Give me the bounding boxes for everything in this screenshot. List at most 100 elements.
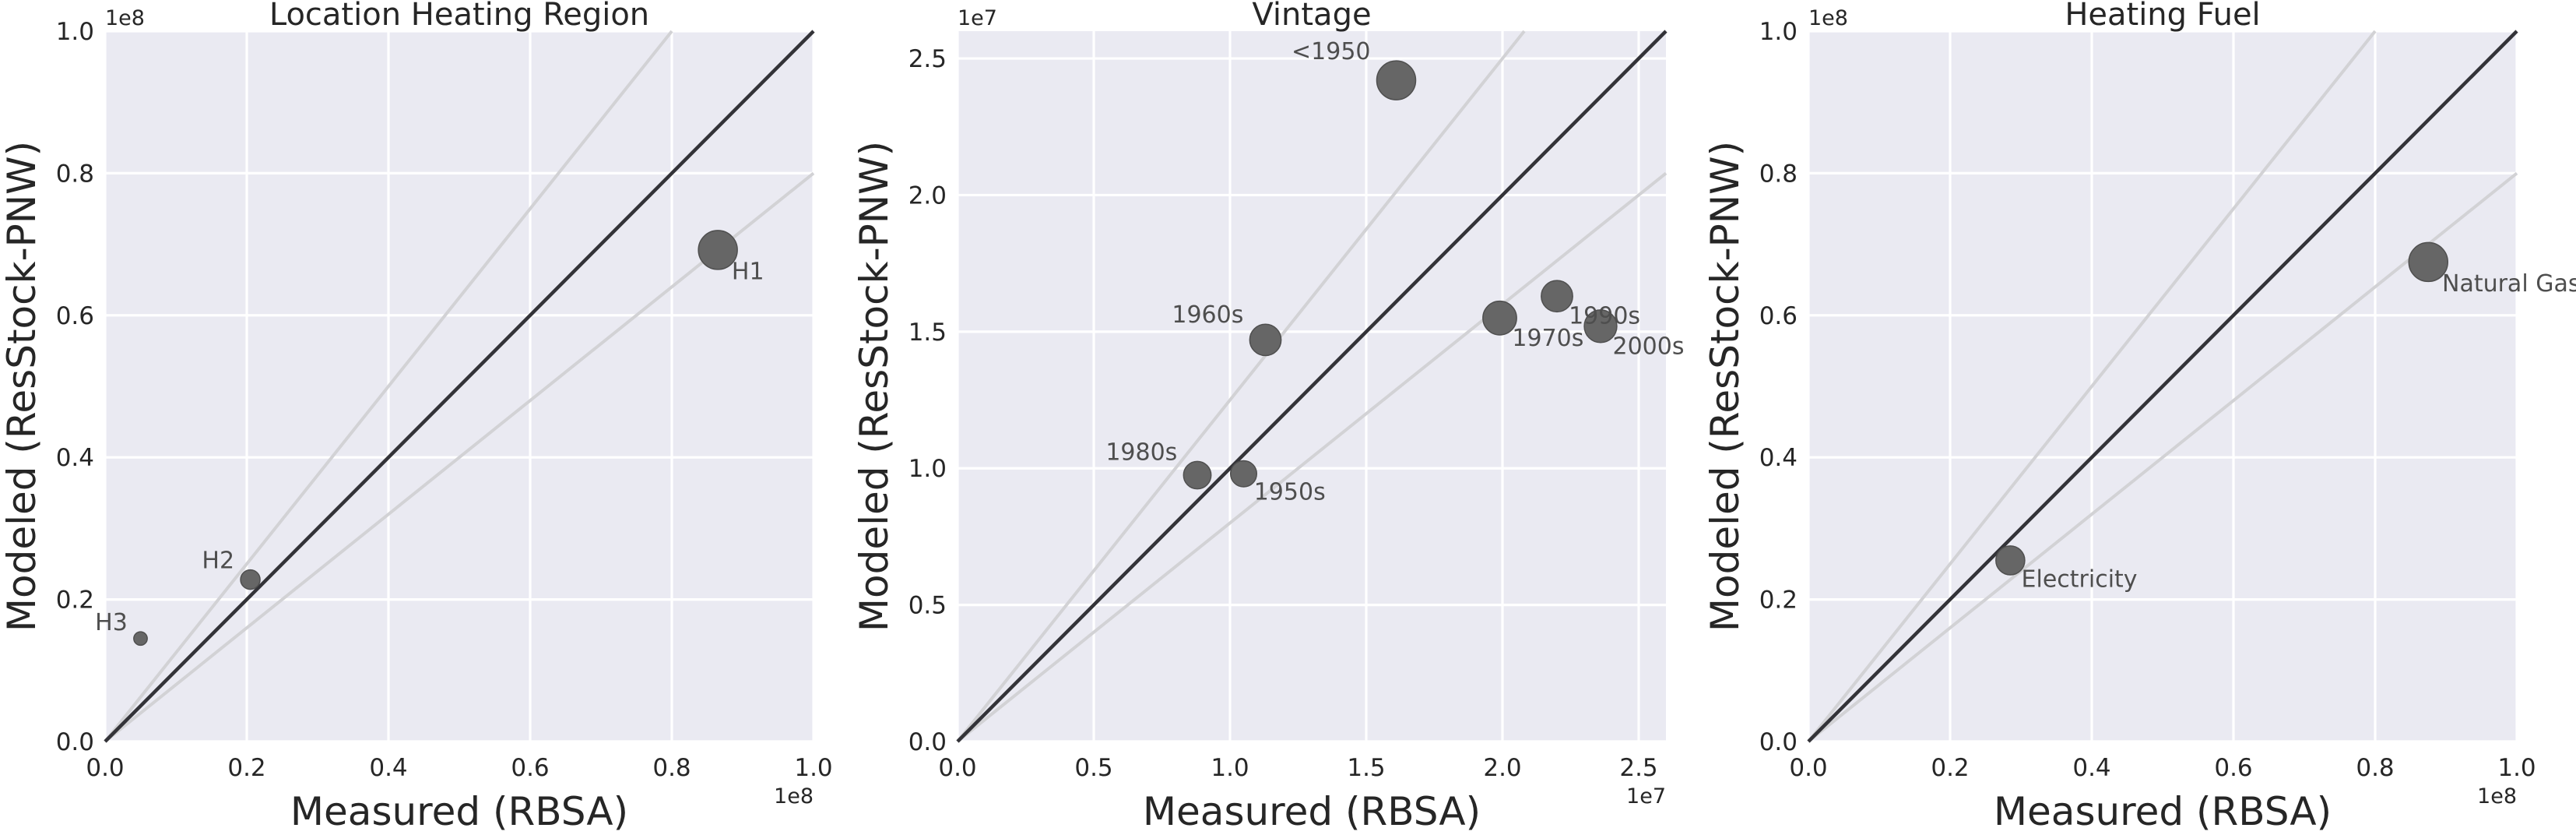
point-label: 1960s [1172,301,1243,329]
tolerance-line [104,30,673,743]
chart-title: Vintage [1252,0,1371,33]
reference-lines [104,30,815,743]
y-tick-label: 0.6 [1759,302,1798,330]
data-point [1995,545,2026,576]
point-label: H1 [732,259,764,286]
y-tick-label: 0.8 [56,160,94,188]
data-point [1541,280,1573,313]
tolerance-line [956,171,1668,743]
x-tick-label: 1.0 [794,754,832,782]
x-exponent-label: 1e8 [2477,784,2517,809]
x-tick-label: 2.0 [1483,754,1521,782]
x-tick-label: 1.5 [1347,754,1385,782]
y-axis-label: Modeled (ResStock-PNW) [1703,141,1748,632]
data-point [240,569,261,590]
data-point [1249,323,1282,357]
y-tick-label: 0.5 [908,592,947,620]
y-grid-lines [105,30,814,743]
y-tick-labels: 0.0 0.2 0.4 0.6 0.8 1.0 [1759,18,1798,756]
data-point [1229,460,1258,488]
y-tick-label: 1.5 [908,319,947,347]
y-tick-label: 0.6 [56,302,94,330]
x-tick-label: 2.5 [1619,754,1657,782]
x-tick-label: 0.0 [938,754,976,782]
y-grid-lines [958,57,1666,743]
y-axis-label: Modeled (ResStock-PNW) [0,141,44,632]
point-label: 1950s [1254,478,1326,506]
data-points [1995,241,2448,576]
data-point [1376,60,1417,100]
x-tick-label: 0.8 [652,754,691,782]
data-point [2408,241,2448,283]
point-label: H2 [202,548,234,575]
data-point [698,230,738,270]
tolerance-line [1807,171,2518,743]
identity-line [104,30,815,743]
x-exponent-label: 1e7 [1626,784,1666,809]
point-label: 1970s [1512,325,1583,352]
point-label: <1950 [1292,38,1370,65]
x-tick-labels: 0.0 0.2 0.4 0.6 0.8 1.0 [1789,754,2536,782]
reference-lines [956,30,1668,743]
y-tick-label: 1.0 [908,455,947,483]
panel-heating-fuel: Natural Gas Electricity 0.0 0.2 0.4 0.6 0.8 1.… [1703,0,2576,834]
x-tick-labels: 0.0 0.5 1.0 1.5 2.0 2.5 [938,754,1657,782]
x-tick-label: 0.2 [1931,754,1969,782]
x-tick-label: 0.0 [1789,754,1827,782]
chart-title: Location Heating Region [269,0,649,33]
y-tick-label: 0.4 [56,444,94,472]
x-tick-label: 0.0 [86,754,124,782]
x-exponent-label: 1e8 [774,784,814,809]
x-axis-label: Measured (RBSA) [290,789,628,834]
data-points [1183,60,1618,490]
y-tick-label: 0.2 [1759,587,1798,615]
tolerance-line [956,30,1526,743]
y-tick-label: 2.0 [908,181,947,210]
point-label: Electricity [2022,566,2138,594]
x-tick-label: 0.2 [227,754,265,782]
x-tick-label: 0.5 [1074,754,1112,782]
x-tick-labels: 0.0 0.2 0.4 0.6 0.8 1.0 [86,754,832,782]
point-label: H3 [95,609,128,636]
y-tick-label: 0.0 [56,728,94,756]
x-tick-label: 0.6 [2214,754,2252,782]
tolerance-line [104,171,815,743]
y-tick-label: 0.2 [56,587,94,615]
identity-line [1807,30,2518,743]
reference-lines [1807,30,2518,743]
y-exponent-label: 1e8 [105,6,145,30]
identity-line [956,30,1668,743]
y-exponent-label: 1e8 [1808,6,1848,30]
x-tick-label: 1.0 [2497,754,2536,782]
point-labels: Natural Gas Electricity [2022,270,2576,593]
point-label: Natural Gas [2442,270,2576,298]
y-tick-label: 0.0 [1759,728,1798,756]
y-tick-labels: 0.0 0.2 0.4 0.6 0.8 1.0 [56,18,94,756]
x-axis-label: Measured (RBSA) [1994,789,2332,834]
y-tick-label: 1.0 [1759,18,1798,46]
x-grid-lines [956,31,1640,742]
data-points [133,230,738,647]
y-tick-label: 1.0 [56,18,94,46]
chart-title: Heating Fuel [2065,0,2260,33]
tolerance-line [1807,30,2377,743]
y-tick-label: 0.0 [908,728,947,756]
y-exponent-label: 1e7 [958,6,997,30]
x-tick-label: 0.4 [369,754,407,782]
x-tick-label: 1.0 [1211,754,1249,782]
y-tick-label: 2.5 [908,45,947,73]
data-point [1482,300,1517,336]
x-tick-label: 0.8 [2356,754,2394,782]
point-labels: H1 H2 H3 [95,259,764,636]
point-label: 2000s [1613,333,1685,360]
y-tick-label: 0.8 [1759,160,1798,188]
data-point [133,631,148,647]
data-point [1183,460,1212,490]
panel-location-heating-region: H1 H2 H3 0.0 0.2 0.4 0.6 0.8 1.0 0.0 0.2 0.4 0.6 0.… [0,0,833,834]
y-axis-label: Modeled (ResStock-PNW) [852,141,897,632]
point-label: 1990s [1569,302,1640,329]
x-axis-label: Measured (RBSA) [1143,789,1481,834]
